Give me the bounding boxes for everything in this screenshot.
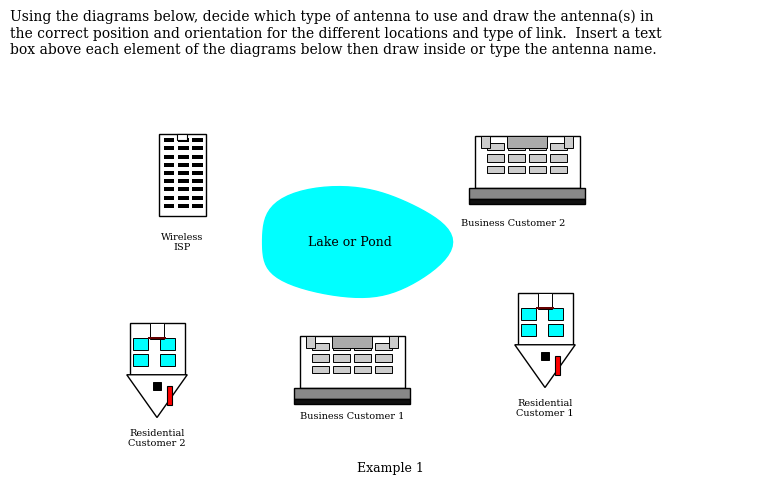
Bar — [508, 166, 525, 173]
Bar — [470, 199, 585, 204]
Bar — [332, 336, 372, 348]
Bar — [294, 398, 410, 404]
Bar — [564, 136, 573, 148]
Bar — [480, 136, 491, 148]
Bar — [548, 308, 563, 320]
Bar — [529, 155, 546, 162]
Text: Business Customer 2: Business Customer 2 — [461, 219, 566, 228]
Bar — [179, 155, 189, 158]
Bar — [375, 343, 392, 350]
Bar — [193, 204, 203, 208]
Bar — [193, 163, 203, 167]
Bar — [529, 143, 546, 150]
Bar — [555, 356, 560, 375]
Bar — [179, 196, 189, 199]
Bar — [160, 354, 176, 366]
Bar — [521, 324, 536, 336]
Bar — [333, 343, 350, 350]
Bar — [193, 155, 203, 158]
Text: Lake or Pond: Lake or Pond — [308, 236, 392, 248]
Bar — [179, 171, 189, 175]
Text: Using the diagrams below, decide which type of antenna to use and draw the anten: Using the diagrams below, decide which t… — [10, 10, 661, 57]
Bar — [517, 293, 573, 345]
Polygon shape — [515, 345, 576, 387]
Bar — [179, 146, 189, 150]
Bar — [312, 366, 329, 373]
Bar — [375, 355, 392, 362]
Bar — [179, 187, 189, 191]
Bar — [487, 155, 504, 162]
Bar — [133, 354, 148, 366]
Bar — [294, 388, 410, 398]
Bar — [154, 383, 161, 390]
Text: Business Customer 1: Business Customer 1 — [300, 412, 404, 421]
Text: Residential
Customer 1: Residential Customer 1 — [516, 399, 574, 418]
Text: Wireless
ISP: Wireless ISP — [161, 233, 203, 253]
Bar — [164, 146, 175, 150]
Bar — [158, 134, 205, 216]
Bar — [538, 293, 551, 309]
Bar — [300, 336, 405, 388]
Bar — [151, 323, 164, 339]
Bar — [193, 138, 203, 142]
Bar — [388, 336, 399, 348]
Bar — [193, 187, 203, 191]
Bar — [164, 179, 175, 183]
Bar — [333, 355, 350, 362]
Bar — [333, 366, 350, 373]
Bar — [164, 163, 175, 167]
Polygon shape — [126, 375, 187, 417]
Bar — [529, 166, 546, 173]
Bar — [550, 166, 567, 173]
Bar — [179, 163, 189, 167]
Bar — [507, 136, 547, 148]
Bar — [354, 343, 371, 350]
Bar — [541, 353, 548, 360]
Bar — [167, 386, 172, 405]
Text: Example 1: Example 1 — [356, 462, 424, 475]
Bar — [133, 338, 148, 350]
Bar — [193, 171, 203, 175]
PathPatch shape — [263, 186, 452, 298]
Bar — [193, 196, 203, 199]
Bar — [164, 171, 175, 175]
Bar — [306, 336, 315, 348]
Bar — [487, 143, 504, 150]
Bar — [312, 355, 329, 362]
Bar — [487, 166, 504, 173]
Bar — [160, 338, 176, 350]
Bar — [548, 324, 563, 336]
Bar — [521, 308, 536, 320]
Bar — [179, 138, 189, 142]
Bar — [536, 307, 555, 309]
Bar — [550, 143, 567, 150]
Text: Residential
Customer 2: Residential Customer 2 — [128, 429, 186, 448]
Bar — [550, 155, 567, 162]
Bar — [508, 155, 525, 162]
Bar — [470, 188, 585, 199]
Bar — [164, 155, 175, 158]
Bar — [312, 343, 329, 350]
Bar — [164, 187, 175, 191]
Bar — [164, 196, 175, 199]
Bar — [147, 337, 166, 339]
Bar — [474, 136, 580, 188]
Bar — [193, 146, 203, 150]
Bar — [177, 134, 187, 140]
Bar — [164, 204, 175, 208]
Bar — [129, 323, 185, 375]
Bar — [354, 366, 371, 373]
Bar — [375, 366, 392, 373]
Bar — [508, 143, 525, 150]
Bar — [179, 204, 189, 208]
Bar — [179, 179, 189, 183]
Bar — [354, 355, 371, 362]
Bar — [164, 138, 175, 142]
Bar — [193, 179, 203, 183]
